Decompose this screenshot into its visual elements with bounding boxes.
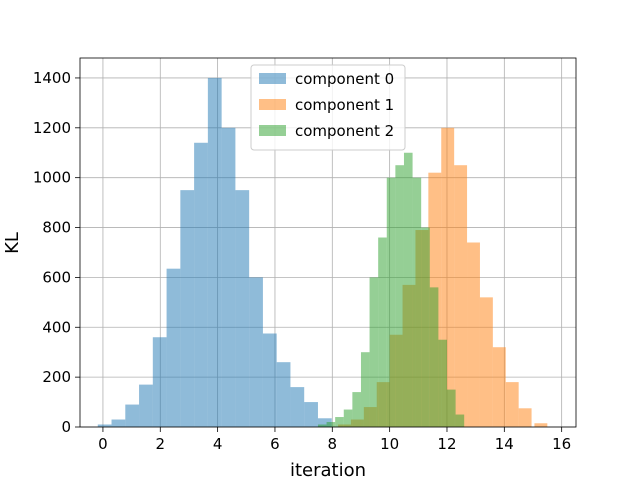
y-tick-label: 800 <box>42 219 71 237</box>
histogram-bar <box>403 152 413 428</box>
histogram-bar <box>317 418 332 427</box>
histogram-bar <box>276 362 291 427</box>
histogram-bar <box>412 177 422 427</box>
plot-frame <box>79 57 577 428</box>
bars-layer <box>97 77 548 428</box>
y-tick-label: 1000 <box>33 169 71 187</box>
legend-box <box>250 64 406 151</box>
axes-layer: 0 2 4 6 8 10 12 14 16 0 200 400 600 800 1000 1200 1400 <box>33 57 577 453</box>
histogram-bar <box>395 165 404 427</box>
histogram-bar <box>518 408 532 427</box>
histogram-bar <box>505 382 519 427</box>
histogram-bar <box>386 177 396 427</box>
histogram-bar <box>194 142 208 427</box>
legend: component 0 component 1 component 2 <box>250 64 406 151</box>
histogram-bar <box>111 419 126 427</box>
x-tick-label: 16 <box>552 435 571 453</box>
histogram-bar <box>152 337 167 427</box>
legend-item: component 0 <box>259 70 394 88</box>
histogram-bar <box>304 402 318 427</box>
x-tick-label: 10 <box>380 435 399 453</box>
legend-swatch <box>259 125 286 136</box>
histogram-bar <box>180 190 195 427</box>
histogram-bar <box>352 392 361 427</box>
histogram-bar <box>139 384 153 427</box>
histogram-bar <box>479 297 493 427</box>
y-axis-label: KL <box>2 232 23 254</box>
histogram-bar <box>317 424 327 427</box>
histogram-bar <box>378 237 387 427</box>
histogram-bar <box>467 242 480 427</box>
histogram-bar <box>125 404 140 427</box>
histogram-bar <box>290 387 305 427</box>
histogram-bar <box>207 77 222 427</box>
x-tick-label: 2 <box>156 435 166 453</box>
legend-label: component 2 <box>295 122 394 140</box>
y-tick-label: 600 <box>42 268 71 286</box>
histogram-bar <box>438 339 447 427</box>
legend-swatch <box>259 99 286 110</box>
histogram-bar <box>326 422 336 427</box>
y-tick-label: 400 <box>42 318 71 336</box>
histogram-bar <box>343 409 353 427</box>
histogram-bar <box>492 347 506 427</box>
histogram-bar <box>421 227 430 427</box>
histogram-bar <box>221 127 236 427</box>
histogram-bar <box>97 424 112 427</box>
histogram-bar <box>166 268 181 427</box>
legend-swatch <box>259 73 286 84</box>
x-tick-label: 6 <box>270 435 280 453</box>
histogram-bar <box>429 287 439 427</box>
histogram-bar <box>235 190 250 427</box>
legend-label: component 0 <box>295 70 394 88</box>
histogram-bar <box>534 423 548 427</box>
histogram-bar <box>454 165 468 427</box>
series-2 <box>317 152 465 428</box>
x-tick-label: 8 <box>328 435 338 453</box>
histogram-bar <box>360 352 370 427</box>
legend-item: component 1 <box>259 96 394 114</box>
histogram-bar <box>369 277 379 427</box>
x-axis-label: iteration <box>290 460 366 480</box>
series-0 <box>97 77 332 427</box>
histogram-bar <box>455 414 465 427</box>
y-tick-label: 0 <box>61 418 71 436</box>
legend-label: component 1 <box>295 96 394 114</box>
legend-item: component 2 <box>259 122 394 140</box>
histogram-bar <box>262 333 277 427</box>
x-tick-label: 0 <box>98 435 108 453</box>
histogram-bar <box>335 417 344 427</box>
x-tick-label: 12 <box>437 435 456 453</box>
y-tick-label: 200 <box>42 368 71 386</box>
histogram-bar <box>249 277 263 427</box>
histogram-bar <box>446 389 456 427</box>
y-tick-label: 1200 <box>33 119 71 137</box>
y-tick-label: 1400 <box>33 69 71 87</box>
x-tick-label: 14 <box>495 435 514 453</box>
x-tick-label: 4 <box>213 435 223 453</box>
